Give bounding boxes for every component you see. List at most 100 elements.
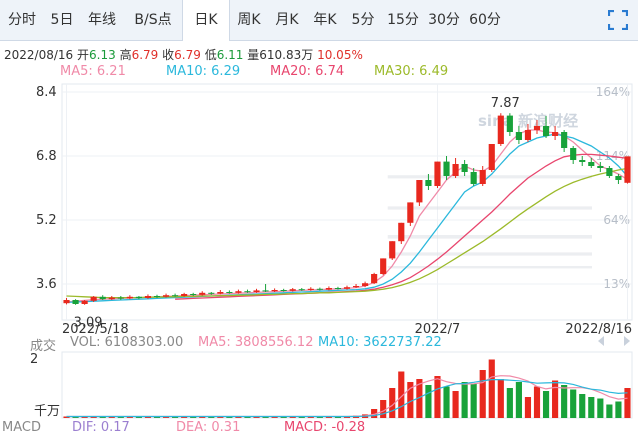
- x-tick-label: 2022/8/16: [565, 322, 632, 337]
- candle-body: [533, 126, 541, 130]
- volume-bar: [416, 379, 423, 418]
- volume-bar: [479, 370, 486, 418]
- volume-bar: [407, 382, 414, 418]
- tab-1[interactable]: 5日: [50, 12, 74, 28]
- candle-body: [606, 168, 613, 176]
- pct-tick-label: 64%: [603, 213, 630, 227]
- macd-legend-item-0: MACD: [2, 420, 41, 435]
- tab-5[interactable]: 周K: [237, 12, 261, 28]
- candle-body: [325, 288, 332, 290]
- quote-high: 6.79: [131, 48, 159, 62]
- quote-open: 6.13: [89, 48, 116, 62]
- price-tick-label: 5.2: [36, 213, 57, 228]
- tab-3[interactable]: B/S点: [134, 12, 172, 28]
- volume-bar: [624, 388, 631, 418]
- quote-low: 6.11: [216, 48, 244, 62]
- candle-body: [561, 132, 568, 148]
- volume-bar: [244, 416, 251, 418]
- volume-bar: [461, 382, 468, 418]
- volume-bar: [271, 416, 278, 418]
- volume-bar: [506, 388, 513, 418]
- pan-right-icon[interactable]: [624, 336, 630, 346]
- volume-bar: [398, 371, 405, 418]
- candle-body: [298, 289, 305, 291]
- price-band: [387, 206, 592, 210]
- tab-6[interactable]: 月K: [275, 12, 299, 28]
- volume-bar: [371, 409, 378, 418]
- candle-body: [253, 290, 260, 292]
- volume-bar: [172, 416, 179, 418]
- pct-tick-label: 13%: [603, 277, 630, 291]
- candle-body: [443, 161, 450, 176]
- tab-2[interactable]: 年线: [88, 12, 116, 28]
- volume-bar: [99, 416, 106, 418]
- candle-body: [488, 144, 495, 170]
- volume-bar: [425, 385, 432, 418]
- volume-bar: [208, 416, 215, 418]
- volume-bar: [542, 391, 550, 418]
- candle-body: [624, 156, 631, 183]
- ma-line-ma20: [175, 153, 628, 300]
- quote-change: 10.05%: [317, 48, 363, 62]
- tab-7[interactable]: 年K: [313, 12, 337, 28]
- volume-bar: [117, 416, 124, 418]
- max-price-label: 7.87: [491, 96, 520, 111]
- candle-body: [126, 296, 133, 299]
- volume-bar: [199, 416, 206, 418]
- candle-body: [434, 161, 441, 186]
- candle-body: [389, 241, 396, 259]
- min-price-label: 3.09: [74, 315, 103, 330]
- volume-bar: [135, 416, 142, 418]
- volume-bar: [524, 397, 532, 418]
- candle-body: [343, 287, 351, 289]
- candle-body: [597, 166, 604, 168]
- volume-bar: [470, 383, 477, 418]
- candle-body: [117, 297, 124, 299]
- volume-bar: [126, 416, 133, 418]
- volume-bar: [153, 416, 161, 418]
- candle-body: [271, 290, 278, 292]
- volume-bar: [615, 401, 622, 418]
- quote-close-label: 收: [162, 48, 175, 62]
- volume-bar: [316, 416, 323, 418]
- candle-body: [542, 126, 550, 136]
- volume-bar: [515, 382, 522, 418]
- price-tick-label: 6.8: [36, 149, 57, 164]
- candle-body: [407, 202, 414, 223]
- volume-bar: [597, 398, 604, 418]
- pct-tick-label: 164%: [596, 85, 630, 99]
- candle-body: [452, 164, 459, 176]
- price-band: [387, 266, 592, 269]
- macd-legend-item-1: DIF: 0.17: [72, 420, 130, 435]
- candle-body: [552, 132, 559, 136]
- price-panel-frame: [61, 83, 633, 321]
- volume-bar: [325, 416, 332, 418]
- candle-body: [380, 258, 387, 274]
- ma-legend-item-2: MA20: 6.74: [270, 64, 345, 79]
- candle-body: [153, 296, 161, 297]
- quote-bar: 2022/08/16 开6.13 高6.79 收6.79 低6.11 量610.…: [4, 46, 363, 63]
- candle-body: [398, 222, 405, 242]
- candle-body: [235, 291, 242, 293]
- tab-0[interactable]: 分时: [8, 12, 36, 28]
- candle-body: [244, 291, 251, 293]
- fullscreen-icon[interactable]: [608, 10, 628, 30]
- candle-body: [199, 292, 206, 295]
- candle-body: [570, 148, 577, 160]
- volume-bar: [72, 416, 79, 418]
- pan-left-icon[interactable]: [598, 336, 604, 346]
- volume-bar: [497, 379, 504, 418]
- candle-body: [425, 180, 432, 186]
- candle-body: [334, 288, 342, 289]
- tab-9[interactable]: 15分: [387, 12, 419, 28]
- volume-bar: [552, 380, 559, 418]
- tab-8[interactable]: 5分: [351, 12, 375, 28]
- candle-body: [289, 289, 296, 291]
- candle-body: [72, 300, 79, 304]
- tab-4[interactable]: 日K: [182, 0, 230, 41]
- tab-10[interactable]: 30分: [428, 12, 460, 28]
- tab-11[interactable]: 60分: [469, 12, 501, 28]
- volume-ma-line-ma10: [66, 379, 628, 418]
- volume-bar: [434, 376, 441, 418]
